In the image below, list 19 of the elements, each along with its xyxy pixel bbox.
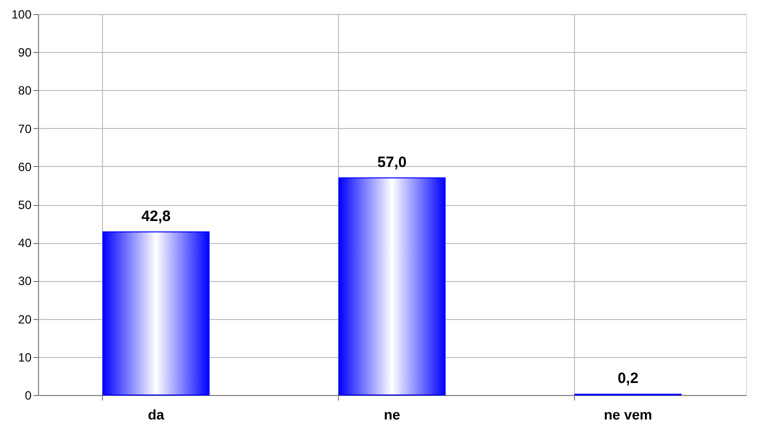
data-label: 57,0 [377,154,407,171]
x-tick-label: ne vem [604,406,652,422]
bar [338,177,446,396]
x-tick-label: da [148,406,164,422]
data-label: 42,8 [141,208,171,225]
y-tick-label: 60 [18,160,32,174]
x-tick-label: ne [384,406,400,422]
y-tick-label: 80 [18,84,32,98]
bar [102,231,210,396]
data-label: 0,2 [618,370,638,388]
y-tick-label: 0 [24,388,32,402]
y-tick-label: 90 [18,46,32,60]
y-tick-label: 10 [18,350,32,364]
y-tick-label: 50 [18,198,32,212]
y-tick-label: 30 [18,274,32,288]
y-tick-label: 70 [18,122,32,136]
y-tick-label: 40 [18,236,32,250]
y-tick-label: 100 [11,8,32,22]
y-tick-label: 20 [18,312,32,326]
